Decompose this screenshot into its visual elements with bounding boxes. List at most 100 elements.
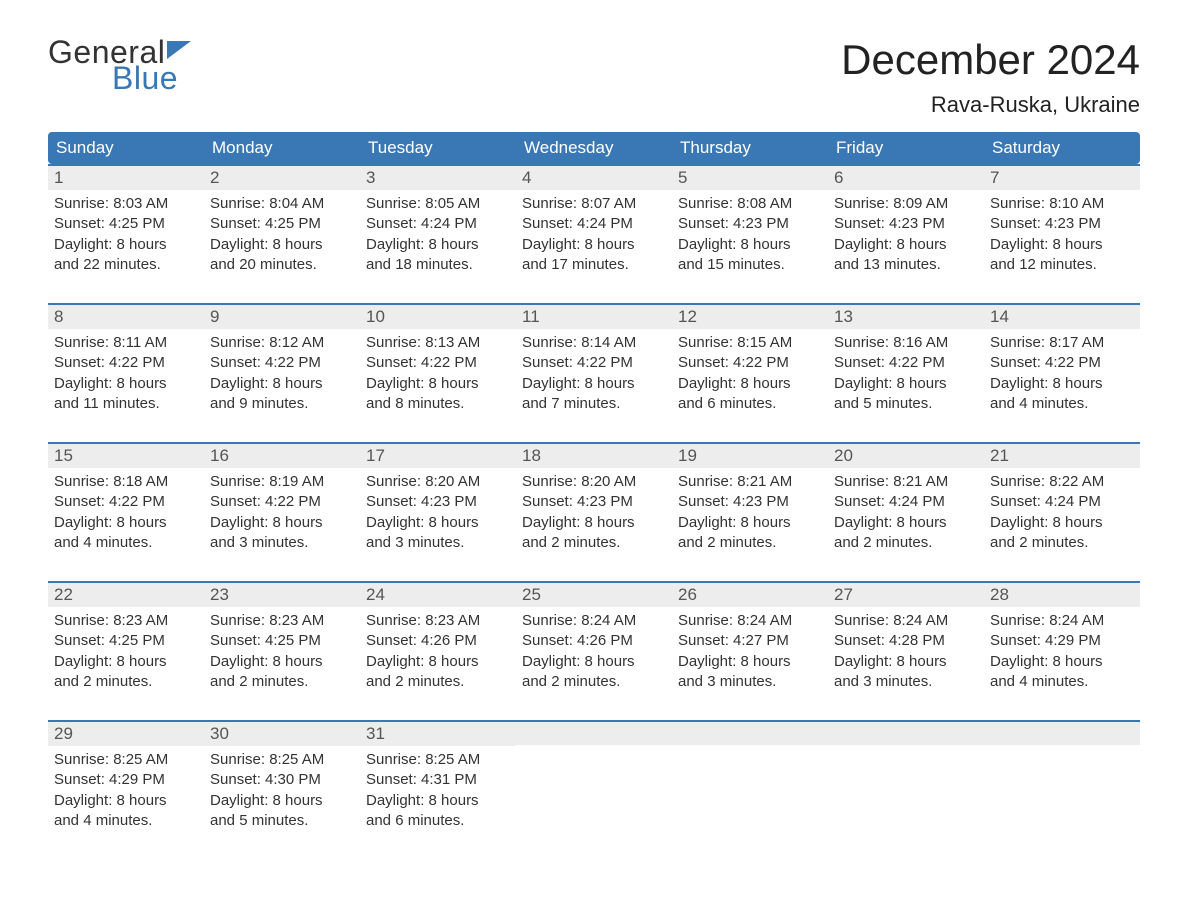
sunrise-text: Sunrise: 8:17 AM [990, 333, 1134, 353]
sunset-text: Sunset: 4:24 PM [366, 214, 510, 234]
sunrise-text: Sunrise: 8:24 AM [834, 611, 978, 631]
day-detail: Sunrise: 8:14 AMSunset: 4:22 PMDaylight:… [516, 329, 672, 414]
sunrise-text: Sunrise: 8:22 AM [990, 472, 1134, 492]
day-detail: Sunrise: 8:21 AMSunset: 4:24 PMDaylight:… [828, 468, 984, 553]
daylight-line2: and 22 minutes. [54, 255, 198, 275]
day-detail: Sunrise: 8:17 AMSunset: 4:22 PMDaylight:… [984, 329, 1140, 414]
sunset-text: Sunset: 4:29 PM [54, 770, 198, 790]
day-number: 28 [984, 581, 1140, 607]
sunset-text: Sunset: 4:23 PM [990, 214, 1134, 234]
calendar-day-cell: 29Sunrise: 8:25 AMSunset: 4:29 PMDayligh… [48, 720, 204, 831]
calendar-day-cell: 13 Sunrise: 8:16 AMSunset: 4:22 PMDayligh… [828, 303, 984, 414]
daylight-line2: and 5 minutes. [834, 394, 978, 414]
sunrise-text: Sunrise: 8:23 AM [366, 611, 510, 631]
sunset-text: Sunset: 4:24 PM [990, 492, 1134, 512]
day-detail: Sunrise: 8:15 AMSunset: 4:22 PMDaylight:… [672, 329, 828, 414]
calendar-day-cell: 2Sunrise: 8:04 AMSunset: 4:25 PMDaylight… [204, 164, 360, 275]
sunset-text: Sunset: 4:22 PM [366, 353, 510, 373]
calendar-day-cell: 11Sunrise: 8:14 AMSunset: 4:22 PMDayligh… [516, 303, 672, 414]
sunset-text: Sunset: 4:25 PM [54, 214, 198, 234]
daylight-line1: Daylight: 8 hours [990, 235, 1134, 255]
day-number: 13 [828, 303, 984, 329]
day-detail: Sunrise: 8:23 AMSunset: 4:25 PMDaylight:… [48, 607, 204, 692]
day-detail: Sunrise: 8:25 AMSunset: 4:31 PMDaylight:… [360, 746, 516, 831]
day-detail: Sunrise: 8:18 AMSunset: 4:22 PMDaylight:… [48, 468, 204, 553]
calendar-day-cell: 25Sunrise: 8:24 AMSunset: 4:26 PMDayligh… [516, 581, 672, 692]
calendar-day-cell: 18Sunrise: 8:20 AMSunset: 4:23 PMDayligh… [516, 442, 672, 553]
calendar-day-cell: 31Sunrise: 8:25 AMSunset: 4:31 PMDayligh… [360, 720, 516, 831]
daylight-line2: and 2 minutes. [54, 672, 198, 692]
sunrise-text: Sunrise: 8:23 AM [210, 611, 354, 631]
calendar-day-cell: 9Sunrise: 8:12 AMSunset: 4:22 PMDaylight… [204, 303, 360, 414]
day-number: 11 [516, 303, 672, 329]
sunset-text: Sunset: 4:23 PM [834, 214, 978, 234]
calendar-table: Sunday Monday Tuesday Wednesday Thursday… [48, 132, 1140, 831]
day-number: 17 [360, 442, 516, 468]
calendar-day-cell: 15Sunrise: 8:18 AMSunset: 4:22 PMDayligh… [48, 442, 204, 553]
sunset-text: Sunset: 4:22 PM [522, 353, 666, 373]
daylight-line1: Daylight: 8 hours [210, 235, 354, 255]
sunrise-text: Sunrise: 8:25 AM [210, 750, 354, 770]
calendar-day-cell: 8Sunrise: 8:11 AMSunset: 4:22 PMDaylight… [48, 303, 204, 414]
sunset-text: Sunset: 4:23 PM [522, 492, 666, 512]
calendar-day-cell [984, 720, 1140, 831]
daylight-line1: Daylight: 8 hours [990, 374, 1134, 394]
daylight-line1: Daylight: 8 hours [210, 652, 354, 672]
sunrise-text: Sunrise: 8:08 AM [678, 194, 822, 214]
sunset-text: Sunset: 4:23 PM [678, 492, 822, 512]
calendar-day-cell: 5Sunrise: 8:08 AMSunset: 4:23 PMDaylight… [672, 164, 828, 275]
day-number: 18 [516, 442, 672, 468]
calendar-head: Sunday Monday Tuesday Wednesday Thursday… [48, 132, 1140, 164]
daylight-line1: Daylight: 8 hours [54, 235, 198, 255]
day-number: 12 [672, 303, 828, 329]
calendar-day-cell: 4Sunrise: 8:07 AMSunset: 4:24 PMDaylight… [516, 164, 672, 275]
page-header: General Blue December 2024 Rava-Ruska, U… [48, 36, 1140, 128]
day-detail: Sunrise: 8:05 AMSunset: 4:24 PMDaylight:… [360, 190, 516, 275]
sunrise-text: Sunrise: 8:19 AM [210, 472, 354, 492]
calendar-week-row: 8Sunrise: 8:11 AMSunset: 4:22 PMDaylight… [48, 303, 1140, 414]
day-number: 6 [828, 164, 984, 190]
calendar-day-cell: 24Sunrise: 8:23 AMSunset: 4:26 PMDayligh… [360, 581, 516, 692]
sunset-text: Sunset: 4:23 PM [366, 492, 510, 512]
sunrise-text: Sunrise: 8:16 AM [834, 333, 978, 353]
sunset-text: Sunset: 4:22 PM [210, 492, 354, 512]
calendar-day-cell: 7Sunrise: 8:10 AMSunset: 4:23 PMDaylight… [984, 164, 1140, 275]
calendar-day-cell: 1Sunrise: 8:03 AMSunset: 4:25 PMDaylight… [48, 164, 204, 275]
sunrise-text: Sunrise: 8:09 AM [834, 194, 978, 214]
daylight-line1: Daylight: 8 hours [366, 791, 510, 811]
sunrise-text: Sunrise: 8:15 AM [678, 333, 822, 353]
daylight-line2: and 2 minutes. [522, 672, 666, 692]
empty-day [672, 720, 828, 745]
calendar-day-cell: 20Sunrise: 8:21 AMSunset: 4:24 PMDayligh… [828, 442, 984, 553]
sunrise-text: Sunrise: 8:04 AM [210, 194, 354, 214]
daylight-line1: Daylight: 8 hours [366, 235, 510, 255]
sunrise-text: Sunrise: 8:05 AM [366, 194, 510, 214]
calendar-day-cell [516, 720, 672, 831]
daylight-line2: and 15 minutes. [678, 255, 822, 275]
day-header: Saturday [984, 132, 1140, 164]
sunset-text: Sunset: 4:29 PM [990, 631, 1134, 651]
calendar-week-row: 15Sunrise: 8:18 AMSunset: 4:22 PMDayligh… [48, 442, 1140, 553]
sunrise-text: Sunrise: 8:12 AM [210, 333, 354, 353]
day-number: 20 [828, 442, 984, 468]
daylight-line2: and 4 minutes. [990, 394, 1134, 414]
day-number: 10 [360, 303, 516, 329]
day-number: 22 [48, 581, 204, 607]
day-header: Wednesday [516, 132, 672, 164]
day-detail: Sunrise: 8:10 AMSunset: 4:23 PMDaylight:… [984, 190, 1140, 275]
sunrise-text: Sunrise: 8:25 AM [366, 750, 510, 770]
day-detail: Sunrise: 8:07 AMSunset: 4:24 PMDaylight:… [516, 190, 672, 275]
day-number: 5 [672, 164, 828, 190]
day-detail: Sunrise: 8:21 AMSunset: 4:23 PMDaylight:… [672, 468, 828, 553]
sunset-text: Sunset: 4:26 PM [522, 631, 666, 651]
calendar-day-cell: 3Sunrise: 8:05 AMSunset: 4:24 PMDaylight… [360, 164, 516, 275]
calendar-day-cell [828, 720, 984, 831]
daylight-line1: Daylight: 8 hours [834, 374, 978, 394]
logo: General Blue [48, 36, 195, 94]
sunrise-text: Sunrise: 8:23 AM [54, 611, 198, 631]
sunset-text: Sunset: 4:22 PM [834, 353, 978, 373]
daylight-line1: Daylight: 8 hours [366, 513, 510, 533]
empty-day [828, 720, 984, 745]
day-number: 1 [48, 164, 204, 190]
day-number: 26 [672, 581, 828, 607]
